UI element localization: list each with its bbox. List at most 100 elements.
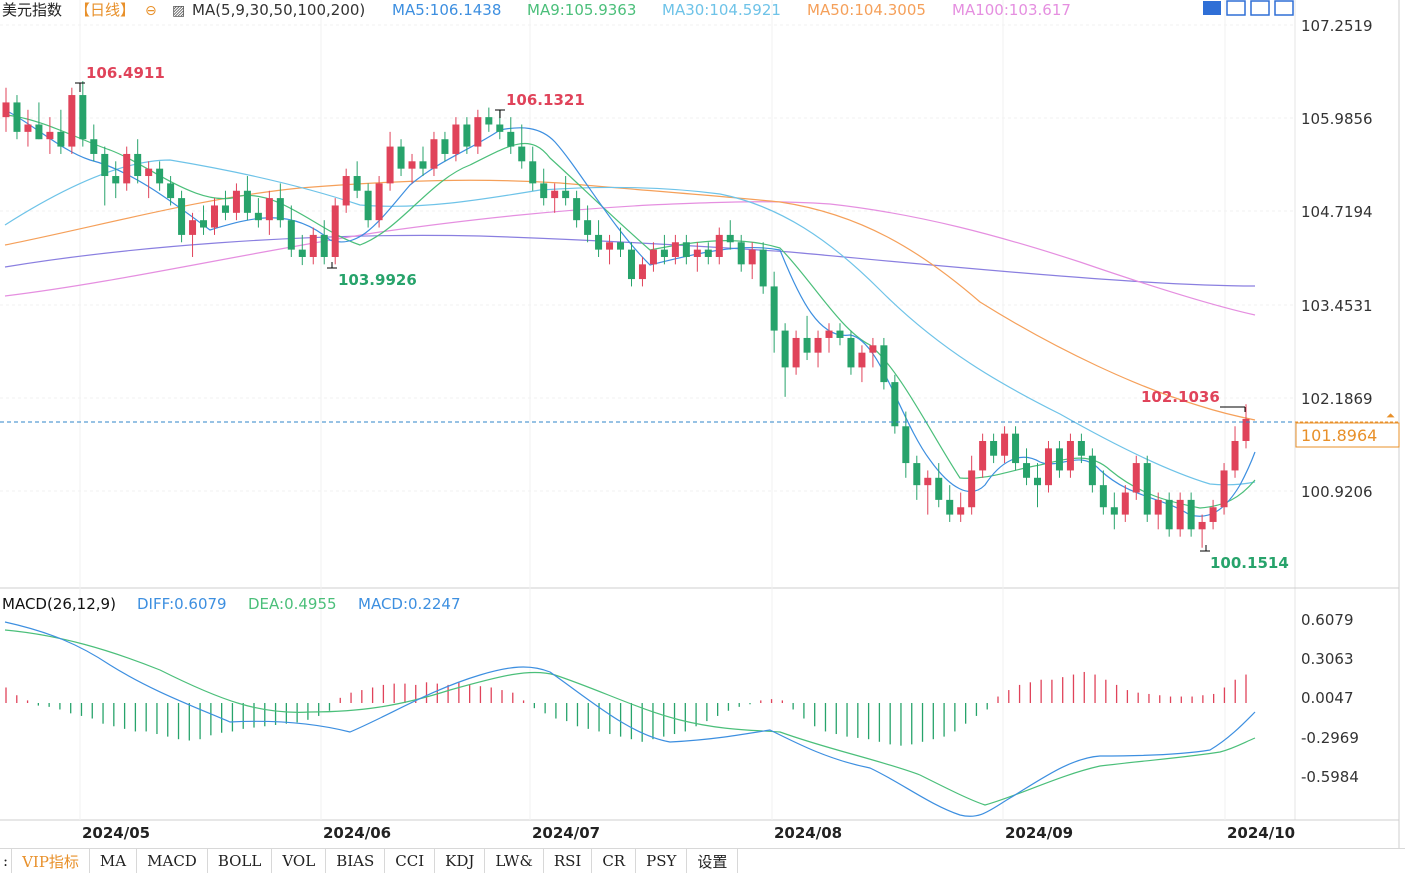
candle-body xyxy=(957,507,965,515)
indicator-icon[interactable]: ▨ xyxy=(172,3,185,19)
candle-body xyxy=(924,477,932,486)
candle-body xyxy=(232,190,240,213)
candle-body xyxy=(1066,440,1074,471)
macd-tick: -0.2969 xyxy=(1301,729,1359,747)
ma100-line xyxy=(4,201,1256,316)
annotation-high: 102.1036 xyxy=(1141,388,1220,406)
price-tick: 107.2519 xyxy=(1301,17,1373,35)
candle-body xyxy=(90,139,98,154)
tab-scroll-left[interactable]: : xyxy=(0,849,13,873)
annotation-high: 106.1321 xyxy=(506,91,585,109)
candle-body xyxy=(408,161,416,169)
candle-body xyxy=(1209,507,1217,522)
price-axis: 107.2519 105.9856 104.7194 103.4531 102.… xyxy=(1301,17,1373,501)
zoom-out-icon[interactable] xyxy=(1226,0,1246,16)
annotations: 106.4911 106.1321 103.9926 102.1036 100.… xyxy=(75,64,1289,572)
tab-psy[interactable]: PSY xyxy=(636,849,688,873)
candle-body xyxy=(935,477,943,500)
candle-body xyxy=(649,249,657,265)
tab-vip[interactable]: VIP指标 xyxy=(12,849,90,873)
candle-body xyxy=(1110,507,1118,515)
candle-body xyxy=(1165,499,1173,530)
tab-lw[interactable]: LW& xyxy=(485,849,544,873)
indicator-tabs: : VIP指标 MA MACD BOLL VOL BIAS CCI KDJ LW… xyxy=(0,848,1405,873)
candle-body xyxy=(627,249,635,280)
zoom-in-icon[interactable] xyxy=(1250,0,1270,16)
tab-cci[interactable]: CCI xyxy=(385,849,436,873)
tab-macd[interactable]: MACD xyxy=(137,849,208,873)
price-chart[interactable]: 美元指数 【日线】 ⊖ ▨ MA(5,9,30,50,100,200) MA5:… xyxy=(0,0,1405,848)
candle-body xyxy=(68,95,76,147)
candle-body xyxy=(1012,433,1020,464)
candle-body xyxy=(584,220,592,235)
macd-axis: 0.6079 0.3063 0.0047 -0.2969 -0.5984 xyxy=(1301,611,1359,786)
candle-body xyxy=(1154,499,1162,515)
tab-kdj[interactable]: KDJ xyxy=(435,849,486,873)
macd-diff: DIFF:0.6079 xyxy=(137,595,227,613)
candle-body xyxy=(748,249,756,265)
candle-body xyxy=(353,176,361,191)
toolbar xyxy=(1203,0,1294,16)
candle-body xyxy=(1132,463,1140,493)
candle-body xyxy=(265,198,273,221)
candle-body xyxy=(573,198,581,221)
candle-body xyxy=(617,242,625,250)
macd-diff-line xyxy=(4,621,1256,817)
macd-tick: 0.6079 xyxy=(1301,611,1354,629)
candle-body xyxy=(858,352,866,368)
macd-histogram xyxy=(5,671,1247,746)
candle-body xyxy=(540,183,548,199)
candle-body xyxy=(167,183,175,199)
candle-body xyxy=(134,153,142,177)
ma9-line xyxy=(4,114,1256,509)
candle-body xyxy=(825,330,833,338)
price-tick: 103.4531 xyxy=(1301,297,1373,315)
candle-body xyxy=(375,183,383,221)
tab-cr[interactable]: CR xyxy=(592,849,637,873)
candle-body xyxy=(979,440,987,471)
candle-body xyxy=(704,249,712,257)
candle-body xyxy=(1023,463,1031,478)
candle-body xyxy=(386,146,394,184)
candle-body xyxy=(364,190,372,221)
ma9-value: MA9:105.9363 xyxy=(527,1,636,19)
fullscreen-icon[interactable] xyxy=(1203,1,1221,15)
tab-bias[interactable]: BIAS xyxy=(326,849,386,873)
tab-boll[interactable]: BOLL xyxy=(208,849,273,873)
current-price-badge xyxy=(1295,422,1400,448)
price-tick: 105.9856 xyxy=(1301,110,1373,128)
macd-tick: 0.3063 xyxy=(1301,650,1354,668)
macd-dea-line xyxy=(4,629,1256,806)
ma-label: MA(5,9,30,50,100,200) xyxy=(192,1,365,19)
candle-body xyxy=(693,249,701,257)
date-tick: 2024/07 xyxy=(532,824,600,842)
candle-body xyxy=(57,131,65,147)
grid xyxy=(0,0,1400,848)
candle-body xyxy=(562,190,570,199)
price-tick: 104.7194 xyxy=(1301,203,1373,221)
period-toggle-icon[interactable]: ⊖ xyxy=(145,3,157,19)
candle-body xyxy=(430,139,438,169)
period-label[interactable]: 【日线】 xyxy=(75,1,135,19)
candle-body xyxy=(331,205,339,257)
candle-body xyxy=(847,337,855,368)
macd-value: MACD:0.2247 xyxy=(358,595,461,613)
tab-ma[interactable]: MA xyxy=(90,849,138,873)
tab-settings[interactable]: 设置 xyxy=(687,849,739,873)
candle-body xyxy=(946,499,954,515)
tab-rsi[interactable]: RSI xyxy=(544,849,593,873)
tab-vol[interactable]: VOL xyxy=(272,849,327,873)
candle-body xyxy=(178,198,186,235)
candle-body xyxy=(452,124,460,154)
candle-body xyxy=(221,205,229,213)
chart-title: 美元指数 xyxy=(2,1,62,19)
candle-body xyxy=(1034,477,1042,486)
current-price-value: 101.8964 xyxy=(1301,426,1377,445)
candle-body xyxy=(1187,499,1195,530)
macd-label: MACD(26,12,9) xyxy=(2,595,116,613)
date-tick: 2024/10 xyxy=(1227,824,1295,842)
candle-body xyxy=(2,102,10,118)
macd-tick: 0.0047 xyxy=(1301,689,1354,707)
scroll-right-icon[interactable] xyxy=(1274,0,1294,16)
macd-tick: -0.5984 xyxy=(1301,768,1359,786)
